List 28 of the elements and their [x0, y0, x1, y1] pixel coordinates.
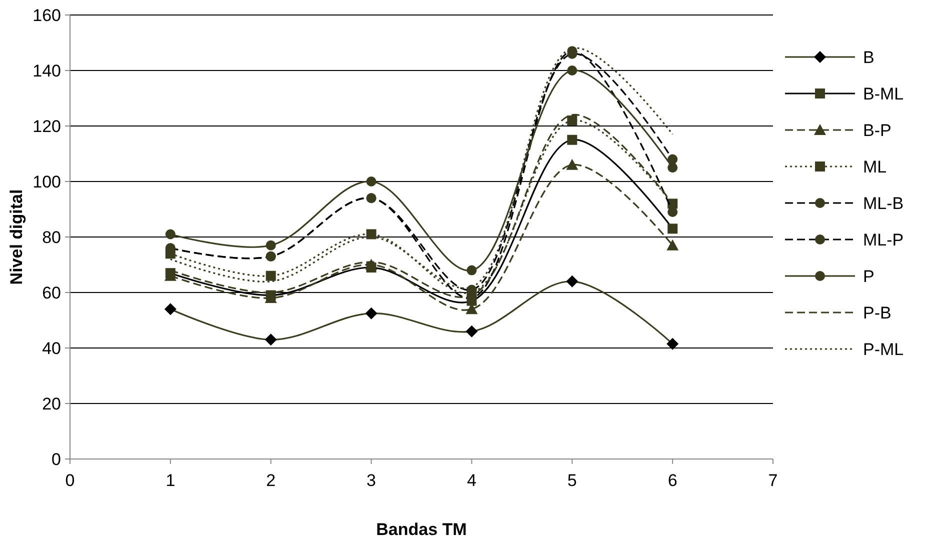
- y-tick-label: 140: [32, 61, 61, 80]
- y-tick-label: 160: [32, 6, 61, 25]
- x-tick-label: 1: [166, 471, 176, 490]
- legend-label: P: [863, 266, 874, 286]
- x-tick-label: 3: [366, 471, 376, 490]
- legend-label: P-B: [863, 303, 892, 322]
- legend-label: B-ML: [863, 84, 904, 104]
- legend-label: ML: [863, 157, 887, 176]
- y-tick-label: 80: [42, 228, 61, 247]
- y-tick-label: 0: [52, 450, 61, 469]
- legend-label: B: [863, 48, 874, 67]
- y-tick-label: 120: [32, 116, 61, 136]
- y-tick-label: 40: [42, 338, 61, 358]
- x-tick-label: 5: [567, 471, 577, 490]
- x-axis-title: Bandas TM: [376, 520, 467, 539]
- legend-label: P-ML: [863, 340, 904, 359]
- x-tick-label: 6: [668, 471, 678, 490]
- legend-label: ML-B: [863, 194, 904, 213]
- x-tick-label: 4: [466, 471, 476, 490]
- y-axis-title: Nivel digital: [7, 189, 26, 285]
- x-tick-label: 2: [266, 471, 276, 490]
- x-tick-label: 7: [768, 471, 778, 490]
- legend-label: ML-P: [863, 230, 904, 250]
- legend-label: B-P: [863, 120, 892, 140]
- y-tick-label: 60: [42, 283, 61, 302]
- x-tick-label: 0: [65, 471, 75, 490]
- y-tick-label: 100: [32, 172, 61, 192]
- y-tick-label: 20: [42, 394, 61, 414]
